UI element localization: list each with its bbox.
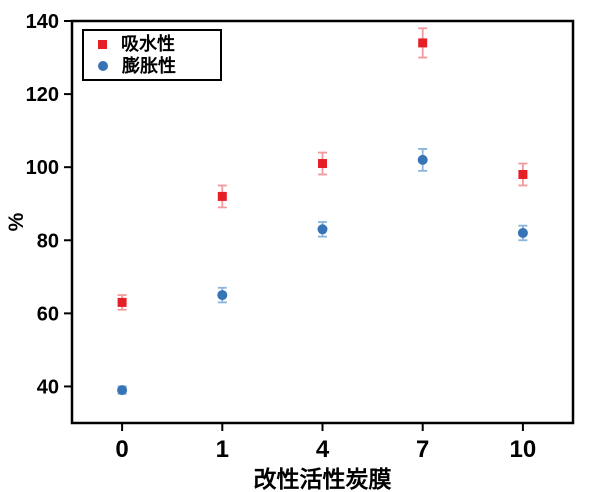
y-tick-label: 60 xyxy=(37,303,59,325)
x-tick-label: 10 xyxy=(510,436,537,463)
legend-item-absorption: 吸水性 xyxy=(98,35,220,53)
x-tick-label: 4 xyxy=(316,436,330,463)
x-tick-label: 7 xyxy=(416,436,429,463)
data-point-square xyxy=(418,38,428,48)
x-tick-label: 1 xyxy=(216,436,229,463)
data-point-circle xyxy=(317,224,328,235)
red-square-marker-icon xyxy=(98,39,107,49)
legend-item-swelling: 膨胀性 xyxy=(98,57,220,75)
data-point-square xyxy=(217,191,227,201)
x-axis-title: 改性活性炭膜 xyxy=(253,466,392,492)
data-point-square xyxy=(117,297,127,307)
blue-circle-marker-icon xyxy=(98,61,108,71)
y-tick-label: 40 xyxy=(37,376,59,398)
data-point-circle xyxy=(117,385,128,396)
data-point-circle xyxy=(217,290,228,301)
x-tick-label: 0 xyxy=(115,436,128,463)
legend-label-absorption: 吸水性 xyxy=(121,34,175,54)
data-point-square xyxy=(318,159,327,169)
y-tick-label: 100 xyxy=(26,157,59,179)
data-point-circle xyxy=(417,154,428,165)
data-point-square xyxy=(518,169,528,179)
y-tick-label: 140 xyxy=(26,11,59,33)
y-tick-label: 80 xyxy=(37,230,59,252)
y-tick-label: 120 xyxy=(26,84,59,106)
y-axis-title: % xyxy=(5,212,28,232)
legend-label-swelling: 膨胀性 xyxy=(122,56,176,76)
legend: 吸水性 膨胀性 xyxy=(82,29,222,81)
data-point-circle xyxy=(517,227,528,238)
